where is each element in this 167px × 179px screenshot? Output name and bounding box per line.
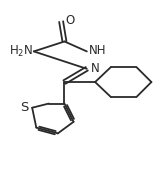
- Text: N: N: [91, 62, 100, 75]
- Text: NH: NH: [89, 44, 107, 57]
- Text: S: S: [20, 101, 28, 114]
- Text: O: O: [65, 14, 74, 27]
- Text: H$_2$N: H$_2$N: [9, 44, 33, 59]
